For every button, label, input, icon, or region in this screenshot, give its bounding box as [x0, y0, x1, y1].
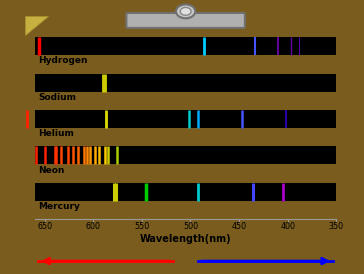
Text: 450: 450: [232, 222, 247, 232]
Circle shape: [180, 7, 191, 15]
Text: 550: 550: [134, 222, 150, 232]
Text: 350: 350: [329, 222, 344, 232]
Text: Mercury: Mercury: [38, 202, 80, 211]
Circle shape: [176, 4, 195, 18]
Polygon shape: [25, 16, 48, 35]
Text: Helium: Helium: [38, 129, 74, 138]
Text: Hydrogen: Hydrogen: [38, 56, 88, 65]
Text: Neon: Neon: [38, 165, 65, 175]
Bar: [35, 146, 336, 164]
Bar: [35, 182, 336, 201]
Bar: [35, 37, 336, 55]
Text: 500: 500: [183, 222, 198, 232]
Text: 400: 400: [280, 222, 295, 232]
Text: 650: 650: [37, 222, 52, 232]
Bar: [35, 110, 336, 128]
Text: Wavelength(nm): Wavelength(nm): [140, 234, 232, 244]
Text: 600: 600: [86, 222, 101, 232]
FancyBboxPatch shape: [126, 13, 245, 28]
Text: Sodium: Sodium: [38, 93, 76, 102]
Bar: [35, 73, 336, 92]
